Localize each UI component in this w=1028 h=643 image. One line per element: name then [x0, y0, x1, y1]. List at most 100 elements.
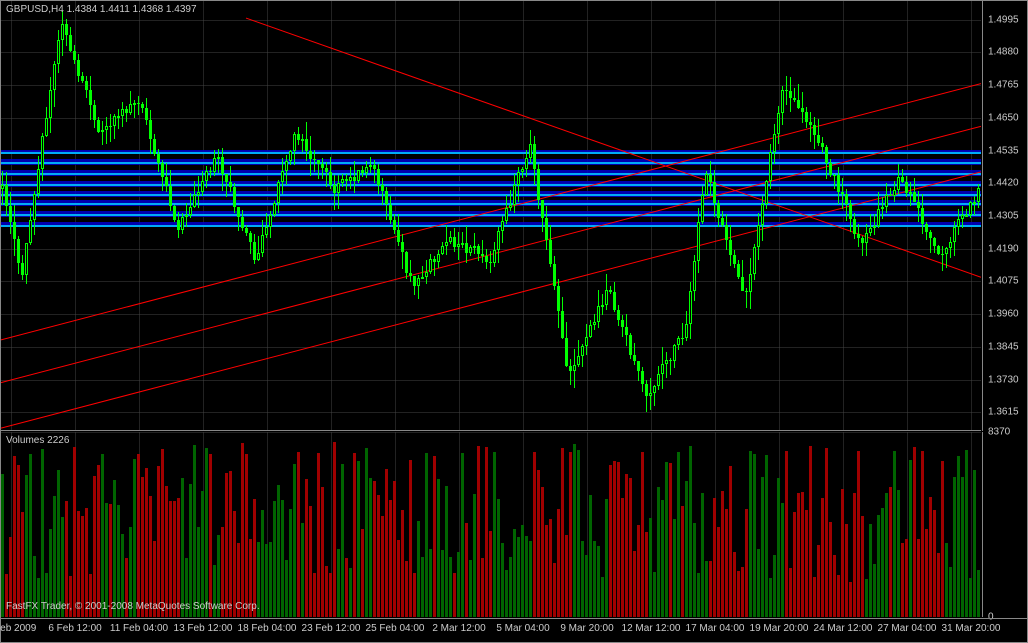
volume-bar[interactable]: [133, 459, 136, 617]
volume-bar[interactable]: [333, 442, 336, 617]
volume-bar[interactable]: [137, 454, 140, 617]
price-chart[interactable]: GBPUSD,H4 1.4384 1.4411 1.4368 1.4397: [1, 1, 981, 431]
volume-bar[interactable]: [949, 567, 952, 617]
volume-bar[interactable]: [105, 503, 108, 617]
volume-bar[interactable]: [301, 523, 304, 617]
volume-bar[interactable]: [65, 501, 68, 617]
volume-bar[interactable]: [145, 468, 148, 617]
volume-bar[interactable]: [461, 453, 464, 617]
volume-bar[interactable]: [397, 540, 400, 617]
volume-bar[interactable]: [485, 447, 488, 617]
volume-bar[interactable]: [613, 461, 616, 617]
volume-bar[interactable]: [621, 498, 624, 617]
volume-bar[interactable]: [417, 521, 420, 617]
volume-bar[interactable]: [229, 471, 232, 617]
volume-bar[interactable]: [545, 525, 548, 617]
volume-bar[interactable]: [261, 510, 264, 617]
volume-bar[interactable]: [513, 529, 516, 617]
volume-bar[interactable]: [433, 456, 436, 617]
volume-bar[interactable]: [325, 566, 328, 617]
volume-bar[interactable]: [945, 543, 948, 617]
volume-bar[interactable]: [665, 462, 668, 617]
volume-bar[interactable]: [889, 487, 892, 617]
volume-bar[interactable]: [13, 456, 16, 617]
volume-bar[interactable]: [869, 524, 872, 617]
volume-bar[interactable]: [269, 542, 272, 617]
volume-bar[interactable]: [293, 464, 296, 617]
volume-bar[interactable]: [357, 461, 360, 617]
volume-bar[interactable]: [509, 557, 512, 617]
volume-bar[interactable]: [857, 451, 860, 617]
volume-bar[interactable]: [741, 567, 744, 617]
volume-bar[interactable]: [465, 523, 468, 617]
volume-bar[interactable]: [733, 552, 736, 617]
volume-bar[interactable]: [745, 509, 748, 617]
volume-bar[interactable]: [669, 463, 672, 617]
volume-bar[interactable]: [381, 516, 384, 617]
volume-bar[interactable]: [933, 510, 936, 617]
volume-bar[interactable]: [181, 478, 184, 617]
volume-bar[interactable]: [453, 573, 456, 617]
volume-bar[interactable]: [965, 450, 968, 617]
volume-bar[interactable]: [937, 553, 940, 617]
volume-bar[interactable]: [769, 578, 772, 617]
volume-bar[interactable]: [377, 495, 380, 617]
volume-bar[interactable]: [893, 451, 896, 617]
volume-bar[interactable]: [473, 494, 476, 617]
volume-bar[interactable]: [797, 493, 800, 617]
volume-bar[interactable]: [681, 506, 684, 617]
volume-bar[interactable]: [113, 480, 116, 617]
volume-bar[interactable]: [573, 444, 576, 617]
volume-bar[interactable]: [773, 555, 776, 617]
volume-bar[interactable]: [189, 484, 192, 617]
volume-bar[interactable]: [677, 452, 680, 617]
volume-bar[interactable]: [777, 478, 780, 617]
volume-bar[interactable]: [761, 477, 764, 617]
volume-bar[interactable]: [877, 515, 880, 617]
volume-bar[interactable]: [789, 568, 792, 617]
volume-bar[interactable]: [845, 524, 848, 617]
volume-bar[interactable]: [701, 493, 704, 617]
volume-bar[interactable]: [649, 518, 652, 617]
volume-bar[interactable]: [925, 529, 928, 617]
volume-bar[interactable]: [645, 532, 648, 617]
volume-bar[interactable]: [101, 454, 104, 617]
volume-bar[interactable]: [421, 557, 424, 617]
volume-bar[interactable]: [425, 453, 428, 617]
volume-bar[interactable]: [717, 527, 720, 617]
volume-bar[interactable]: [825, 448, 828, 617]
volume-bar[interactable]: [849, 582, 852, 617]
volume-bar[interactable]: [365, 448, 368, 617]
volume-bar[interactable]: [697, 573, 700, 617]
volume-bar[interactable]: [641, 452, 644, 617]
volume-bar[interactable]: [729, 466, 732, 617]
volume-bar[interactable]: [341, 464, 344, 618]
volume-bar[interactable]: [801, 492, 804, 617]
volume-bar[interactable]: [405, 561, 408, 617]
volume-bar[interactable]: [369, 478, 372, 617]
volume-bar[interactable]: [853, 493, 856, 617]
volume-bar[interactable]: [757, 549, 760, 617]
volume-bar[interactable]: [805, 510, 808, 617]
volume-bar[interactable]: [901, 543, 904, 617]
volume-bar[interactable]: [273, 501, 276, 617]
volume-bar[interactable]: [577, 450, 580, 617]
volume-bar[interactable]: [253, 499, 256, 617]
volume-bar[interactable]: [337, 549, 340, 617]
volume-bar[interactable]: [885, 493, 888, 617]
volume-bar[interactable]: [53, 496, 56, 617]
volume-bar[interactable]: [57, 470, 60, 617]
volume-bar[interactable]: [673, 519, 676, 617]
volume-bar[interactable]: [737, 571, 740, 617]
volume-bar[interactable]: [141, 477, 144, 617]
volume-bar[interactable]: [585, 555, 588, 617]
volume-bar[interactable]: [345, 558, 348, 617]
volume-bar[interactable]: [909, 460, 912, 617]
volume-bar[interactable]: [765, 455, 768, 617]
volume-bar[interactable]: [969, 578, 972, 617]
volume-bar[interactable]: [549, 519, 552, 617]
volume-bar[interactable]: [561, 448, 564, 617]
volume-bar[interactable]: [281, 500, 284, 617]
volume-bar[interactable]: [693, 523, 696, 617]
volume-bar[interactable]: [917, 539, 920, 617]
